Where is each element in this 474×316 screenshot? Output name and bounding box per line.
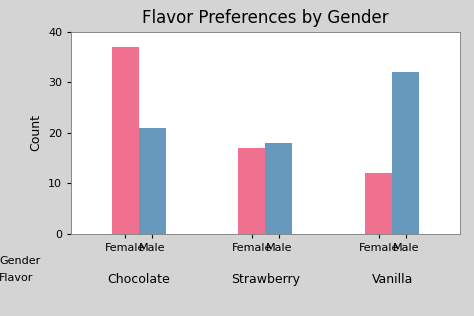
Y-axis label: Count: Count xyxy=(29,114,42,151)
Text: Strawberry: Strawberry xyxy=(231,273,300,286)
Bar xyxy=(238,148,265,234)
Text: Chocolate: Chocolate xyxy=(107,273,170,286)
Bar xyxy=(392,72,419,234)
Text: Gender: Gender xyxy=(0,256,40,266)
Text: Vanilla: Vanilla xyxy=(372,273,413,286)
Bar xyxy=(112,47,139,234)
Bar xyxy=(139,128,166,234)
Bar xyxy=(365,173,392,234)
Bar xyxy=(265,143,292,234)
Text: Flavor: Flavor xyxy=(0,273,33,283)
Title: Flavor Preferences by Gender: Flavor Preferences by Gender xyxy=(142,9,389,27)
